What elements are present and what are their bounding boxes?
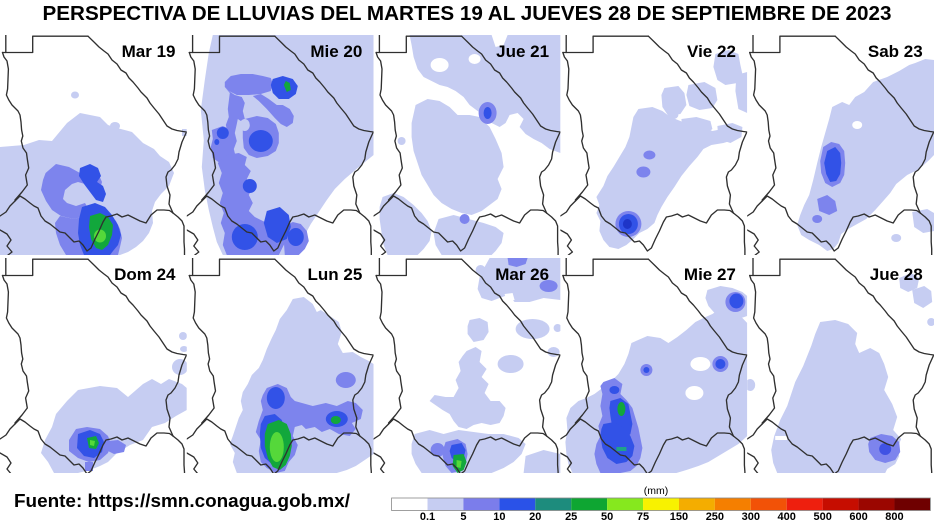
svg-text:(mm): (mm) xyxy=(644,485,669,497)
svg-text:20: 20 xyxy=(529,511,541,523)
svg-text:Jue 28: Jue 28 xyxy=(870,265,923,284)
svg-text:Vie 22: Vie 22 xyxy=(687,42,736,61)
svg-text:150: 150 xyxy=(670,511,688,523)
svg-text:Mar 26: Mar 26 xyxy=(495,265,549,284)
svg-text:25: 25 xyxy=(565,511,577,523)
svg-text:250: 250 xyxy=(706,511,724,523)
svg-text:75: 75 xyxy=(637,511,649,523)
svg-text:800: 800 xyxy=(885,511,903,523)
svg-text:500: 500 xyxy=(813,511,831,523)
svg-text:600: 600 xyxy=(849,511,867,523)
svg-text:Fuente: https://smn.conagua.go: Fuente: https://smn.conagua.gob.mx/ xyxy=(14,491,350,511)
svg-text:0.1: 0.1 xyxy=(420,511,435,523)
svg-text:Dom 24: Dom 24 xyxy=(114,265,176,284)
svg-text:10: 10 xyxy=(493,511,505,523)
svg-text:50: 50 xyxy=(601,511,613,523)
svg-text:400: 400 xyxy=(778,511,796,523)
svg-text:5: 5 xyxy=(460,511,466,523)
svg-text:Mie 20: Mie 20 xyxy=(310,42,362,61)
svg-text:Sab 23: Sab 23 xyxy=(868,42,923,61)
svg-text:PERSPECTIVA DE LLUVIAS DEL MAR: PERSPECTIVA DE LLUVIAS DEL MARTES 19 AL … xyxy=(43,3,892,25)
svg-text:300: 300 xyxy=(742,511,760,523)
svg-text:Mar 19: Mar 19 xyxy=(122,42,176,61)
svg-text:Jue 21: Jue 21 xyxy=(496,42,549,61)
svg-text:Lun 25: Lun 25 xyxy=(308,265,363,284)
svg-text:Mie 27: Mie 27 xyxy=(684,265,736,284)
